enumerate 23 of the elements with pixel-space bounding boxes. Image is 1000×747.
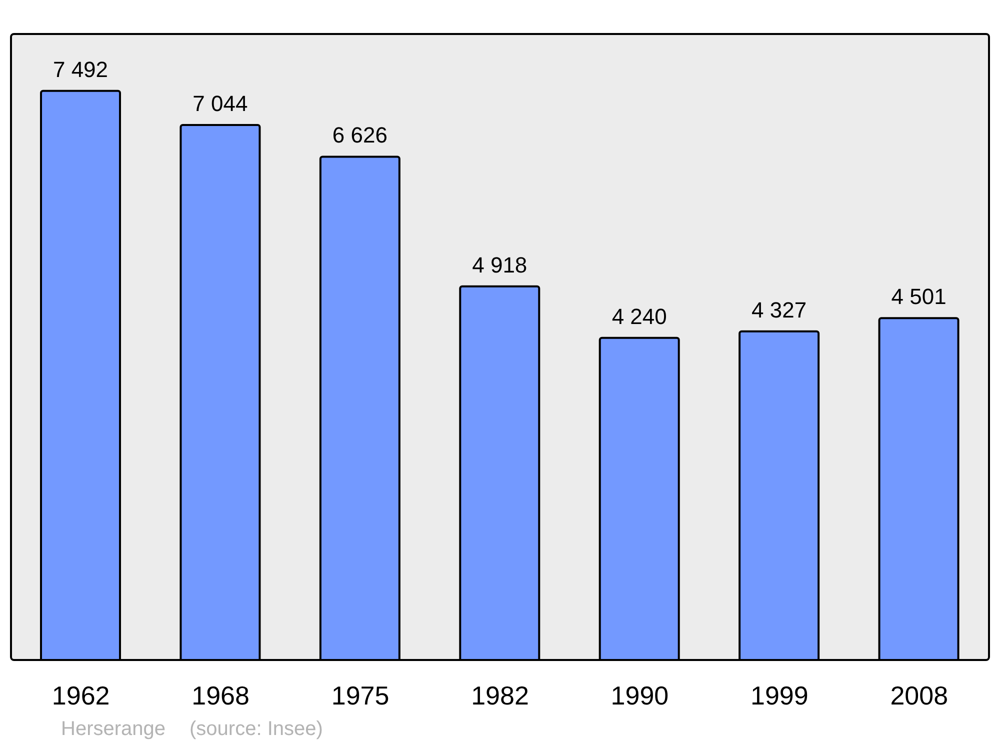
bar [459, 285, 540, 661]
bar [738, 330, 820, 661]
data-label: 4 327 [752, 297, 807, 322]
data-label: 4 240 [612, 304, 667, 329]
data-label: 7 044 [192, 90, 248, 116]
x-tick-label: 1982 [471, 680, 529, 710]
x-tick-label: 1990 [610, 680, 669, 710]
text: Herserange [61, 718, 166, 741]
x-tick-label: 2008 [890, 680, 948, 710]
bar [180, 124, 261, 661]
bar [40, 90, 121, 661]
data-label: 7 492 [52, 56, 108, 82]
data-label: 4 501 [891, 284, 946, 310]
data-label: 6 626 [332, 122, 388, 148]
bar [878, 317, 960, 661]
bar [598, 336, 680, 661]
x-tick-label: 1999 [750, 680, 808, 710]
bar [319, 156, 400, 661]
x-tick-label: 1975 [331, 680, 390, 710]
x-tick-label: 1968 [192, 680, 250, 710]
x-tick-label: 1962 [52, 680, 110, 710]
text: (source: Insee) [190, 718, 323, 741]
data-label: 4 918 [472, 252, 528, 278]
